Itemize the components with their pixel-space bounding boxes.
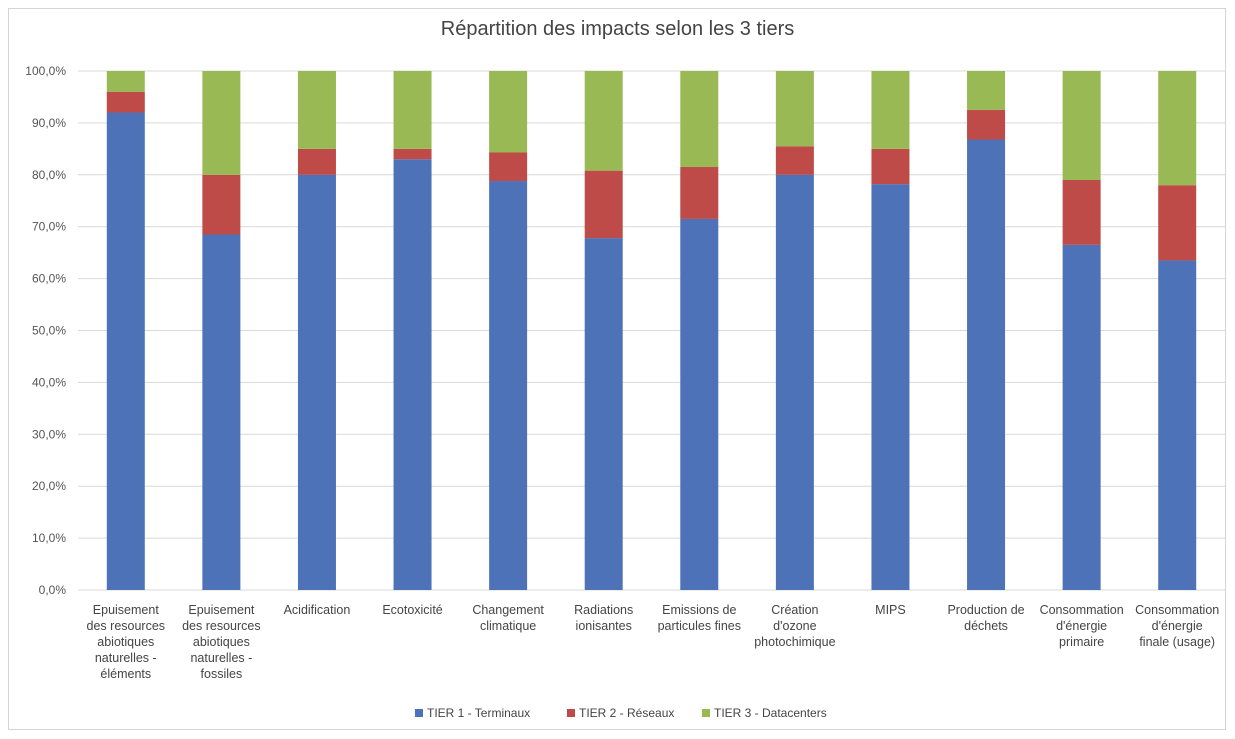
category-label: MIPS <box>875 603 906 617</box>
category-label: Emissions de particules fines <box>658 603 741 633</box>
bar-segment-tier3[interactable] <box>775 71 814 147</box>
category-label: Ecotoxicité <box>382 603 442 617</box>
bar-segment-tier2[interactable] <box>489 152 528 182</box>
y-tick-label: 100,0% <box>25 64 66 78</box>
category-label: Production de déchets <box>947 603 1024 633</box>
bar-segment-tier2[interactable] <box>1062 179 1101 245</box>
y-tick-label: 30,0% <box>32 427 66 441</box>
bar-segment-tier1[interactable] <box>680 218 719 591</box>
legend-item: TIER 1 - Terminaux <box>415 706 530 720</box>
bar-segment-tier3[interactable] <box>202 71 241 175</box>
bar-segment-tier2[interactable] <box>775 146 814 175</box>
category-label: Epuisement des resources abiotiques naturel… <box>87 603 166 681</box>
category-label: Epuisement des resources abiotiques naturel… <box>182 603 261 681</box>
bar-segment-tier2[interactable] <box>584 170 623 239</box>
category-label: Radiations ionisantes <box>574 603 633 633</box>
bar-segment-tier2[interactable] <box>871 148 910 185</box>
bar-segment-tier3[interactable] <box>393 71 432 149</box>
legend-swatch <box>567 709 575 717</box>
legend-label: TIER 3 - Datacenters <box>714 706 827 720</box>
bar-segment-tier3[interactable] <box>297 71 336 149</box>
legend-swatch <box>415 709 423 717</box>
y-tick-label: 80,0% <box>32 168 66 182</box>
bar-segment-tier2[interactable] <box>967 109 1006 140</box>
bar-segment-tier3[interactable] <box>1062 71 1101 180</box>
bar-segment-tier1[interactable] <box>489 181 528 590</box>
y-tick-label: 40,0% <box>32 375 66 389</box>
bar-segment-tier3[interactable] <box>967 71 1006 110</box>
chart-title: Répartition des impacts selon les 3 tier… <box>440 18 795 40</box>
bar-segment-tier2[interactable] <box>393 148 432 160</box>
category-label: Acidification <box>284 603 351 617</box>
y-tick-label: 20,0% <box>32 479 66 493</box>
bar-segment-tier1[interactable] <box>202 234 241 591</box>
bar-segment-tier1[interactable] <box>775 174 814 591</box>
bar-segment-tier1[interactable] <box>967 139 1006 590</box>
legend-label: TIER 2 - Réseaux <box>579 706 674 720</box>
bar-segment-tier1[interactable] <box>584 238 623 591</box>
y-tick-label: 90,0% <box>32 116 66 130</box>
bar-segment-tier1[interactable] <box>1158 260 1197 590</box>
bar-segment-tier3[interactable] <box>584 71 623 171</box>
bar-segment-tier3[interactable] <box>1158 71 1197 186</box>
y-tick-label: 70,0% <box>32 220 66 234</box>
category-label: Consommation d'énergie primaire <box>1040 603 1124 649</box>
bar-segment-tier2[interactable] <box>297 148 336 175</box>
bar-segment-tier1[interactable] <box>871 184 910 590</box>
bar-segment-tier3[interactable] <box>680 71 719 168</box>
bar-segment-tier1[interactable] <box>393 159 432 591</box>
y-tick-label: 60,0% <box>32 272 66 286</box>
bar-segment-tier3[interactable] <box>489 71 528 153</box>
legend-label: TIER 1 - Terminaux <box>427 706 530 720</box>
bar-segment-tier2[interactable] <box>106 91 145 113</box>
bar-segment-tier2[interactable] <box>1158 185 1197 261</box>
bar-segment-tier1[interactable] <box>297 174 336 591</box>
category-label: Changement climatique <box>472 603 544 633</box>
category-label: Création d'ozone photochimique <box>754 603 835 649</box>
y-tick-label: 50,0% <box>32 324 66 338</box>
legend-item: TIER 2 - Réseaux <box>567 706 674 720</box>
bar-segment-tier1[interactable] <box>106 112 145 591</box>
y-tick-label: 0,0% <box>39 583 67 597</box>
bar-segment-tier2[interactable] <box>202 174 241 235</box>
bar-segment-tier2[interactable] <box>680 167 719 219</box>
bar-segment-tier3[interactable] <box>106 71 145 92</box>
legend-swatch <box>702 709 710 717</box>
category-label: Consommation d'énergie finale (usage) <box>1135 603 1219 649</box>
bar-segment-tier1[interactable] <box>1062 244 1101 591</box>
y-tick-label: 10,0% <box>32 531 66 545</box>
legend-item: TIER 3 - Datacenters <box>702 706 827 720</box>
bar-segment-tier3[interactable] <box>871 71 910 149</box>
